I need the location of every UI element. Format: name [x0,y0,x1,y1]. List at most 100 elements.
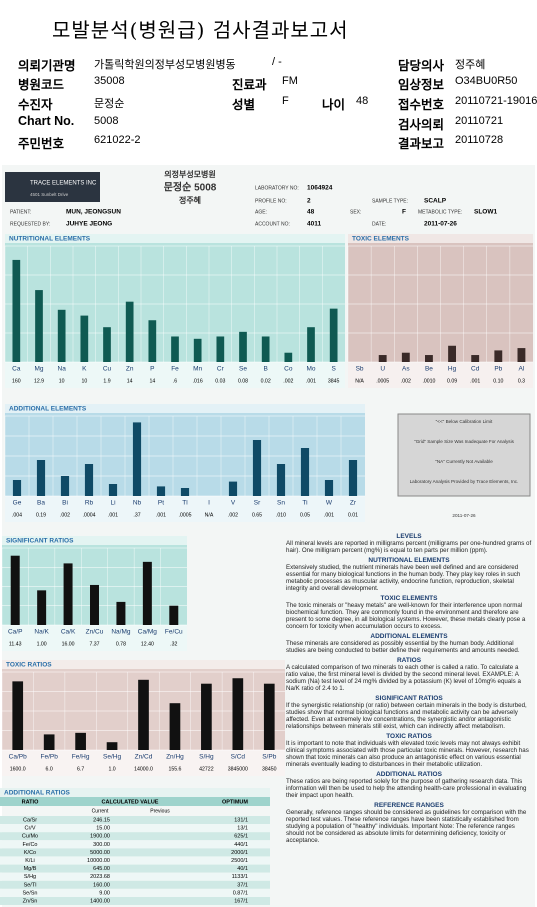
value-label: 0.19 [36,512,46,518]
field-label: Chart No. [18,114,75,128]
category-label: Pb [494,366,502,373]
bar [324,480,334,496]
title: 모발분석(병원급) 검사결과보고서 [52,18,349,42]
bar [169,703,181,750]
cell: Zn/Sn [23,898,38,904]
label-strip [5,362,345,388]
value-label: 11.43 [9,641,22,647]
bar [106,742,118,750]
row-bg [0,864,270,873]
category-label: Co [284,366,293,373]
bar [35,290,43,362]
row-bg [0,832,270,841]
field-value: FM [282,75,298,87]
value-label: .6 [173,378,177,384]
cell: K/Co [24,850,36,856]
bar [329,308,338,362]
bar [10,555,20,625]
field-label: 진료과 [232,78,267,92]
field-value: 621022-2 [94,134,141,146]
note: REFERENCE RANGES Generally, reference ran… [286,802,532,844]
value-label: 42722 [199,766,214,772]
cell: 645.00 [93,866,110,872]
category-label: Cr [217,366,225,373]
field-value: MUN, JEONGSUN [66,209,121,216]
field-value: JUHYE JEONG [66,221,112,228]
field-label: 결과보고 [398,137,445,151]
bar [261,336,270,362]
category-label: Zn/Cd [135,754,153,761]
note-heading: RATIOS [396,657,422,664]
bar [201,683,212,750]
value-label: .001 [470,378,480,384]
row-bg [0,880,270,889]
field-value: 4011 [307,221,321,228]
field-value: 20110721-19016 [455,95,537,107]
column-head: RATIO [22,799,39,805]
cell: 160.00 [93,882,110,888]
value-label: 0.78 [116,641,126,647]
cell: 300.00 [93,842,110,848]
bar [276,464,286,496]
row-bg [0,824,270,833]
chart-title: ADDITIONAL ELEMENTS [9,406,87,413]
category-label: Mn [193,366,202,373]
field-label: 주민번호 [18,137,65,151]
logo-box [5,172,100,202]
bar [138,679,149,750]
bar [348,460,358,496]
note-heading: TOXIC ELEMENTS [380,595,438,602]
field-label: 의뢰기관명 [18,59,76,73]
label-strip [2,750,285,776]
note-text: These ratios are being reported solely f… [286,778,527,799]
category-label: Sn [277,500,285,507]
cell: Mg/B [24,866,37,872]
cell: 10000.00 [87,858,110,864]
category-label: Sr [254,500,261,507]
value-label: 1600.0 [10,766,26,772]
note-text: These minerals are considered as possibl… [286,640,520,654]
field-label: 성별 [232,98,256,112]
bar [232,678,244,750]
table-head [0,797,270,806]
note-heading: REFERENCE RANGES [374,802,444,809]
bar [401,352,410,362]
value-label: .001 [156,512,166,518]
category-label: Nb [133,500,142,507]
category-label: Ca/K [61,629,76,636]
field-value: 정주혜 [455,59,486,71]
cell: Se/Sn [23,890,38,896]
cell: 1133/1 [232,874,248,880]
field-value: 문정순 [94,98,125,110]
bar [60,476,70,496]
cell: 15.00 [96,826,110,832]
row-bg [0,856,270,865]
note: RATIOS A calculated comparison of two min… [286,657,532,692]
field-value: 가톨릭학원의정부성모병원병동 [94,59,236,71]
cell: 246.15 [93,817,110,823]
note: LEVELS All mineral levels are reported in… [286,533,532,554]
category-label: Ti [302,500,307,507]
category-label: Zr [350,500,357,507]
category-label: Cd [471,366,480,373]
category-label: Bi [62,500,68,507]
cell: K/Li [25,858,34,864]
sub-head: Current [92,808,109,814]
chart-title: NUTRITIONAL ELEMENTS [9,236,91,243]
bar [103,327,111,362]
column-head: CALCULATED VALUE [102,799,159,805]
legend-text: "<<" Below Calibration Limit [436,419,493,424]
bar [300,448,310,496]
cell: 2023.68 [90,874,110,880]
field-label: DATE: [372,221,386,227]
value-label: 0.03 [215,378,225,384]
field-label: SEX: [350,209,361,215]
cell: 40/1 [237,866,248,872]
field-label: 수진자 [18,98,53,112]
category-label: Mg [34,366,43,373]
legend-box [397,413,531,497]
field-value: SLOW1 [474,209,497,216]
field-value: 1064924 [307,185,333,192]
bar [378,355,387,362]
